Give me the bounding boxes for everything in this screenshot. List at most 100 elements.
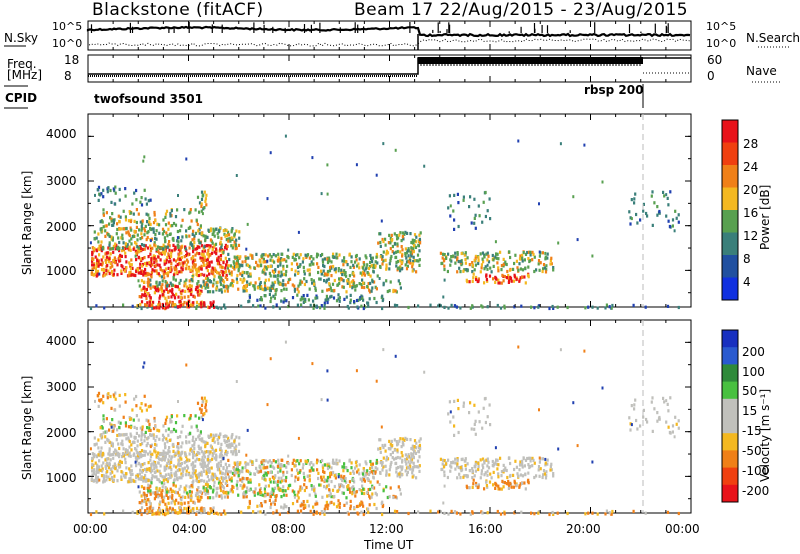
power-cell	[140, 306, 143, 311]
power-cell	[375, 255, 378, 259]
power-cell	[260, 296, 263, 300]
velocity-cell	[138, 456, 141, 460]
velocity-cell	[192, 435, 195, 439]
power-cell	[193, 295, 196, 299]
velocity-cell	[118, 446, 121, 451]
power-cell	[437, 304, 440, 308]
velocity-cell	[161, 508, 164, 513]
velocity-cell	[192, 507, 195, 511]
velocity-cell	[148, 500, 151, 504]
power-cell	[222, 261, 225, 265]
velocity-cell	[184, 488, 187, 492]
power-cell	[258, 282, 262, 286]
velocity-cell	[505, 482, 508, 486]
velocity-cell	[210, 509, 213, 513]
power-cell	[256, 286, 260, 290]
velocity-cell	[206, 480, 209, 484]
velocity-cell	[211, 508, 214, 512]
velocity-cell	[501, 479, 504, 483]
velocity-cell	[142, 479, 145, 483]
velocity-cell	[205, 469, 208, 473]
velocity-cell	[481, 463, 484, 467]
velocity-cell	[268, 477, 271, 481]
velocity-cell	[375, 461, 378, 465]
velocity-cell	[143, 467, 147, 472]
velocity-cell	[353, 490, 356, 494]
velocity-cell	[538, 474, 541, 478]
velocity-cell	[169, 465, 172, 469]
power-cell	[172, 236, 175, 241]
power-cell	[164, 296, 167, 300]
power-cell	[185, 285, 189, 289]
power-cell	[92, 273, 95, 277]
velocity-cell	[342, 485, 345, 489]
velocity-cell	[124, 433, 127, 437]
power-cell	[209, 238, 212, 242]
velocity-cell	[367, 488, 370, 492]
velocity-cell	[196, 401, 200, 405]
power-cell	[524, 281, 527, 285]
power-cell	[401, 254, 404, 258]
velocity-cell	[410, 458, 414, 462]
power-cell	[329, 286, 332, 290]
power-cell	[376, 261, 379, 265]
power-cell	[102, 255, 105, 259]
power-cell	[330, 289, 333, 293]
power-cell	[160, 289, 163, 293]
velocity-cell	[197, 435, 200, 439]
power-cell	[264, 260, 267, 264]
velocity-cell	[349, 507, 352, 511]
power-cell	[102, 188, 105, 192]
power-cell	[254, 281, 257, 285]
velocity-cell	[300, 486, 304, 490]
power-cell	[118, 219, 121, 224]
power-cell	[133, 229, 136, 233]
power-cell	[272, 270, 276, 275]
velocity-cell	[219, 488, 223, 493]
velocity-cell	[316, 502, 319, 506]
power-cell	[109, 266, 112, 270]
power-cell	[136, 248, 140, 252]
power-cell	[145, 263, 148, 267]
power-cell	[542, 267, 545, 271]
power-cell	[470, 221, 473, 225]
velocity-cell	[508, 474, 512, 478]
power-cell	[248, 299, 251, 303]
velocity-cell	[388, 473, 391, 477]
power-cell	[473, 197, 476, 201]
velocity-cell	[296, 468, 299, 472]
power-cell	[212, 272, 215, 276]
velocity-cell	[368, 494, 371, 498]
velocity-cell	[371, 465, 374, 470]
power-cell	[545, 264, 548, 268]
velocity-cell	[269, 492, 272, 496]
velocity-cell	[449, 420, 452, 424]
power-cell	[209, 301, 212, 305]
power-cell	[139, 200, 142, 204]
power-cell	[252, 284, 255, 288]
velocity-cell	[112, 450, 115, 454]
power-cell	[202, 234, 205, 238]
velocity-cell	[222, 435, 225, 439]
velocity-cell	[396, 510, 399, 514]
velocity-cell	[96, 467, 99, 471]
velocity-cell	[362, 472, 365, 476]
velocity-cell	[304, 503, 307, 507]
velocity-cell	[418, 455, 421, 459]
power-cell	[213, 266, 216, 270]
power-cell	[143, 188, 146, 192]
power-cell	[668, 224, 671, 229]
power-cell	[157, 303, 160, 307]
power-scatter	[293, 289, 296, 293]
velocity-cell	[135, 475, 138, 480]
power-cell	[140, 203, 144, 207]
power-cell	[235, 265, 238, 269]
velocity-cell	[160, 481, 163, 485]
power-cell	[264, 288, 267, 292]
velocity-cell	[196, 488, 199, 492]
power-cell	[349, 265, 352, 269]
power-cell	[249, 281, 252, 285]
power-cell	[189, 210, 192, 214]
velocity-cell	[281, 479, 284, 483]
velocity-cell	[107, 466, 111, 470]
